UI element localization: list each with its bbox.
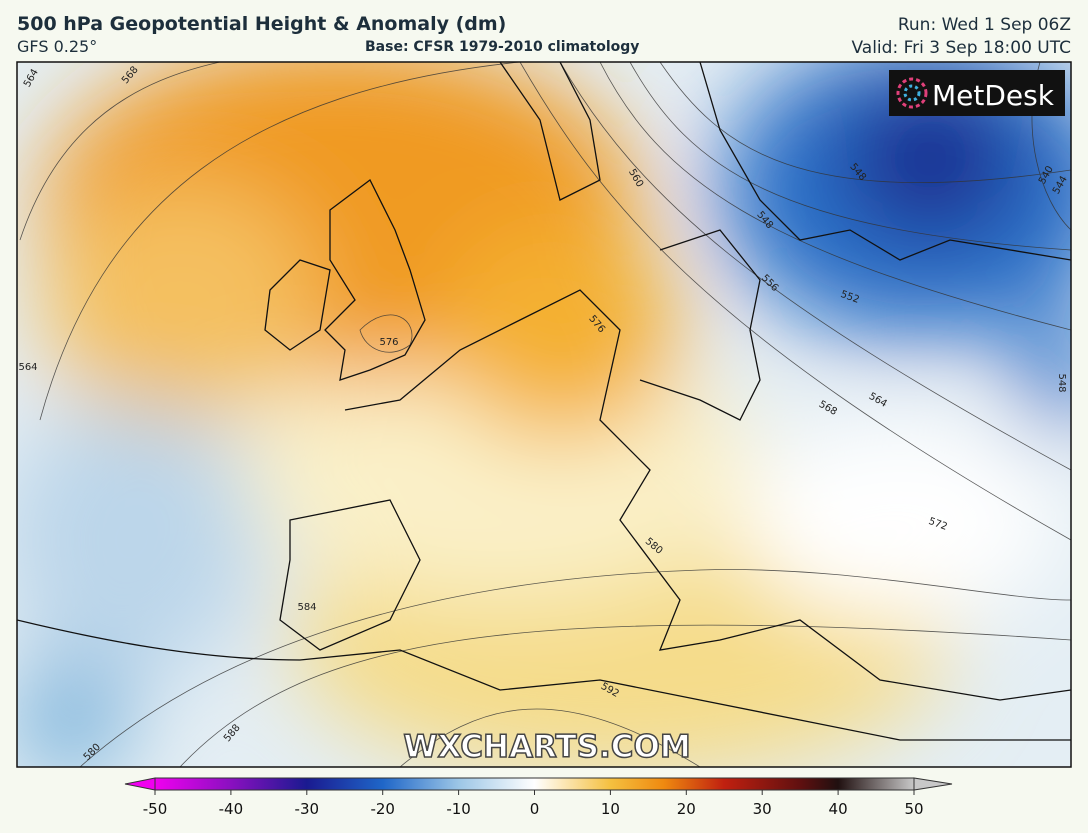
valid: Valid: Fri 3 Sep 18:00 UTC xyxy=(851,38,1071,58)
title: 500 hPa Geopotential Height & Anomaly (d… xyxy=(17,13,507,35)
contour-label: 564 xyxy=(18,362,37,373)
base: Base: CFSR 1979-2010 climatology xyxy=(365,39,640,55)
map-frame xyxy=(16,61,1072,768)
colorbar-tick-label: 40 xyxy=(829,800,848,818)
run: Run: Wed 1 Sep 06Z xyxy=(897,15,1071,35)
colorbar-tick-label: 20 xyxy=(677,800,696,818)
colorbar-tick-label: -20 xyxy=(370,800,395,818)
colorbar-tick-label: 10 xyxy=(601,800,620,818)
contour-label: 584 xyxy=(297,602,316,613)
logo-icon xyxy=(896,77,928,109)
colorbar-tick-label: 30 xyxy=(753,800,772,818)
colorbar-tick-label: -50 xyxy=(143,800,168,818)
colorbar-tick-label: 50 xyxy=(904,800,923,818)
model: GFS 0.25° xyxy=(17,37,98,56)
contour-label: 548 xyxy=(1056,373,1067,392)
colorbar-tick-label: -10 xyxy=(446,800,471,818)
colorbar-tick-label: 0 xyxy=(530,800,540,818)
colorbar-high-arrow xyxy=(913,777,953,791)
colorbar-low-arrow xyxy=(124,777,156,791)
colorbar-tick-label: -30 xyxy=(295,800,320,818)
colorbar-tick-label: -40 xyxy=(219,800,244,818)
colorbar xyxy=(154,777,915,791)
logo-text: MetDesk xyxy=(932,79,1055,112)
map-field xyxy=(17,62,1071,767)
watermark: WXCHARTS.COM xyxy=(403,729,690,765)
contour-label: 576 xyxy=(379,337,398,348)
